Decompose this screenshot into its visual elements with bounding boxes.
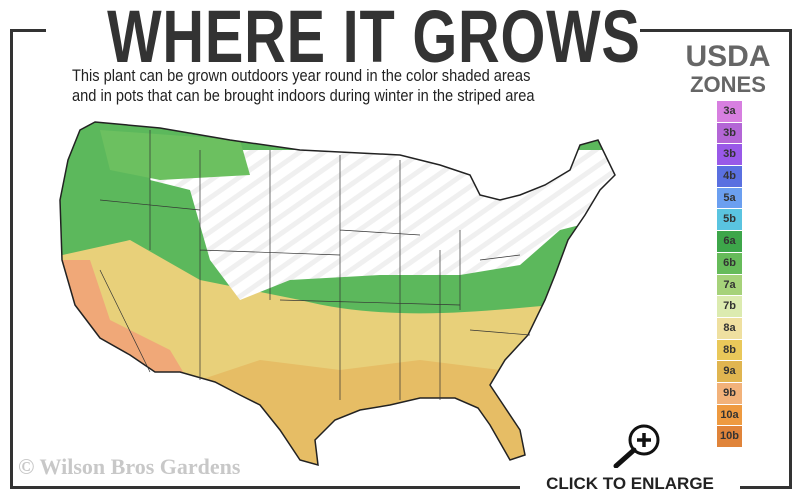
legend-zone-4b: 4b	[717, 166, 742, 187]
page-title: WHERE IT GROWS	[107, 0, 641, 78]
zone-fill-northwest	[100, 130, 250, 180]
legend-zone-5b: 5b	[717, 209, 742, 231]
legend-zone-8b: 8b	[717, 339, 742, 361]
legend-zone-7b: 7b	[717, 296, 742, 317]
state-borders	[99, 130, 531, 400]
legend-zone-8a: 8a	[717, 317, 742, 339]
frame-top-right	[640, 29, 792, 32]
legend-zone-6b: 6b	[717, 252, 742, 274]
legend-zone-3b: 3b	[717, 144, 742, 166]
legend-zone-10a: 10a	[717, 404, 742, 426]
copyright-watermark: © Wilson Bros Gardens	[18, 454, 241, 479]
legend-title-usda: USDA	[685, 40, 771, 73]
subtitle-line-1: This plant can be grown outdoors year ro…	[72, 66, 531, 85]
subtitle-line-2: and in pots that can be brought indoors …	[72, 86, 535, 105]
legend-zone-3b: 3b	[717, 122, 742, 144]
frame-right	[789, 29, 792, 489]
zoom-in-icon[interactable]	[608, 420, 664, 468]
legend-zone-9b: 9b	[717, 382, 742, 404]
frame-bottom	[10, 486, 792, 489]
click-to-enlarge-button[interactable]: CLICK TO ENLARGE	[520, 474, 740, 494]
frame-top-left	[10, 29, 46, 32]
zone-fill-gulf	[200, 360, 540, 465]
legend-zone-6a: 6a	[717, 231, 742, 252]
legend-title-zones: ZONES	[690, 72, 766, 97]
legend-zone-5a: 5a	[717, 187, 742, 209]
legend-zone-10b: 10b	[717, 426, 742, 447]
legend-zone-7a: 7a	[717, 274, 742, 296]
frame-left	[10, 29, 13, 489]
legend-zone-3a: 3a	[717, 101, 742, 122]
zone-legend: 3a 3b 3b 4b 5a 5b 6a 6b 7a 7b 8a 8b 9a 9b 10a 10b	[717, 101, 742, 448]
legend-zone-9a: 9a	[717, 361, 742, 382]
